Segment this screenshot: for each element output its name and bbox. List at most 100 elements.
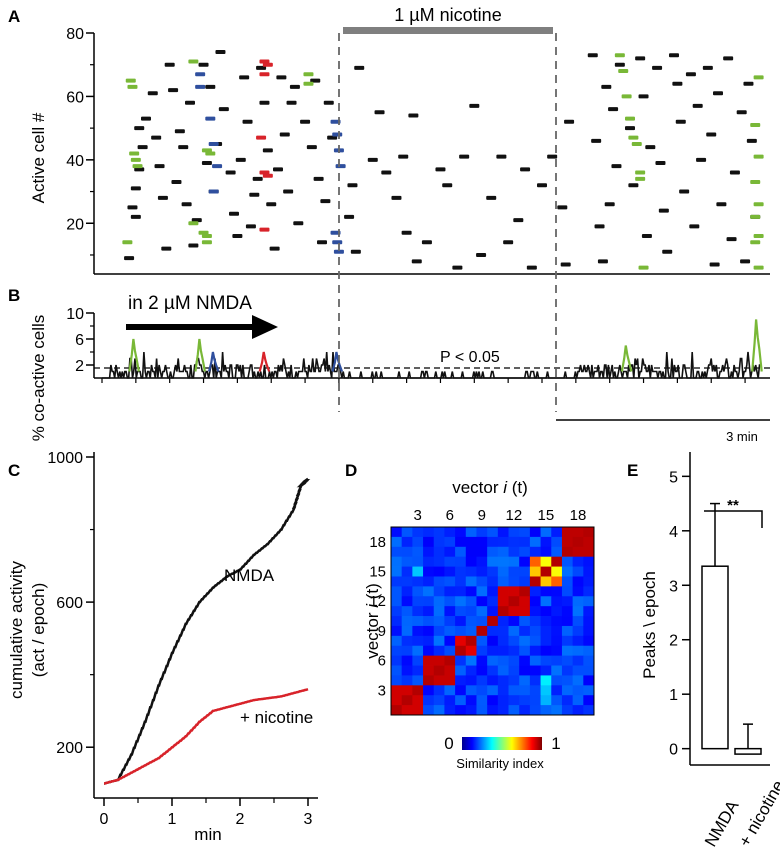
heatmap-cell: [401, 566, 413, 577]
heatmap-cell: [465, 606, 477, 617]
heatmap-cell: [423, 635, 435, 647]
heatmap-cell: [391, 527, 403, 538]
x-tick-label: 3: [414, 507, 422, 524]
heatmap-cell: [455, 616, 467, 627]
nmda-annotation: in 2 µM NMDA: [128, 293, 252, 314]
green-event: [638, 265, 649, 270]
heatmap-cell: [412, 546, 424, 558]
activity-event: [235, 157, 246, 162]
heatmap-cell: [540, 556, 552, 567]
heatmap-cell: [423, 665, 435, 676]
heatmap-cell: [529, 586, 541, 597]
heatmap-cell: [444, 576, 456, 587]
heatmap-cell: [412, 536, 424, 548]
activity-event: [154, 164, 165, 169]
heatmap-cell: [497, 606, 509, 617]
activity-event: [229, 211, 239, 216]
heatmap-cell: [487, 536, 499, 548]
heatmap-cell: [583, 576, 595, 587]
activity-event: [242, 119, 253, 124]
panel-c-xlabel: min: [194, 825, 221, 844]
heatmap-cell: [455, 536, 467, 548]
heatmap-cell: [401, 616, 413, 627]
heatmap-cell: [465, 705, 477, 716]
heatmap-cell: [561, 655, 574, 666]
heatmap-cell: [423, 527, 435, 538]
panel-e-letter: E: [627, 461, 638, 480]
activity-event: [310, 78, 321, 83]
heatmap-cell: [487, 645, 499, 657]
activity-event: [181, 202, 192, 207]
heatmap-cell: [583, 606, 595, 617]
heatmap-cell: [433, 556, 445, 567]
panel-b-ylabel: % co-active cells: [29, 315, 48, 442]
heatmap-cell: [583, 635, 595, 647]
heatmap-cell: [529, 566, 541, 577]
activity-event: [391, 195, 402, 200]
activity-event: [344, 214, 355, 219]
activity-event: [300, 119, 311, 124]
colorbar: [462, 737, 542, 750]
activity-event: [259, 100, 270, 105]
heatmap-cell: [444, 675, 456, 686]
heatmap-cell: [497, 665, 509, 676]
heatmap-cell: [551, 655, 563, 666]
blue-event: [330, 119, 341, 124]
heatmap-cell: [401, 596, 413, 607]
heatmap-cell: [497, 695, 509, 706]
heatmap-cell: [497, 576, 509, 587]
heatmap-cell: [487, 606, 499, 617]
activity-event: [130, 186, 141, 191]
activity-event: [245, 224, 256, 229]
heatmap-cell: [583, 705, 595, 716]
heatmap-cell: [433, 675, 445, 686]
heatmap-cell: [423, 685, 435, 696]
heatmap-cell: [444, 546, 456, 558]
colorbar-max: 1: [551, 734, 560, 753]
activity-event: [398, 154, 409, 159]
activity-event: [469, 103, 480, 108]
heatmap-cell: [487, 527, 499, 538]
nmda-series-label: NMDA: [224, 566, 275, 585]
heatmap-cell: [529, 635, 541, 647]
green-event: [625, 116, 635, 121]
activity-event: [672, 81, 683, 86]
heatmap-cell: [583, 695, 595, 706]
heatmap-cell: [433, 655, 445, 666]
heatmap-cell: [551, 616, 563, 627]
green-event: [753, 233, 764, 238]
green-event: [201, 148, 212, 153]
activity-event: [279, 132, 290, 137]
heatmap-cell: [529, 596, 541, 607]
activity-event: [286, 100, 297, 105]
heatmap-cell: [497, 655, 509, 666]
activity-event: [692, 103, 703, 108]
activity-event: [442, 183, 453, 188]
heatmap-cell: [529, 576, 541, 587]
heatmap-cell: [508, 566, 520, 577]
heatmap-cell: [519, 546, 531, 558]
heatmap-cell: [455, 665, 467, 676]
heatmap-cell: [572, 536, 584, 548]
activity-event: [320, 199, 331, 204]
heatmap-cell: [529, 695, 541, 706]
heatmap-cell: [476, 586, 488, 597]
heatmap-cell: [412, 695, 424, 706]
green-event: [129, 151, 140, 156]
activity-event: [736, 110, 747, 115]
heatmap-cell: [583, 586, 595, 597]
heatmap-cell: [561, 616, 574, 627]
blue-event: [205, 116, 216, 121]
activity-event: [597, 259, 608, 264]
green-event: [198, 230, 209, 235]
heatmap-cell: [508, 635, 520, 647]
heatmap-cell: [508, 665, 520, 676]
panel-d-heatmap: vector i (t) vector i (t) 3 3 6 6 9 9 12 12 15 15…: [363, 478, 595, 771]
green-event: [614, 53, 625, 58]
heatmap-cell: [423, 645, 435, 657]
activity-event: [486, 195, 497, 200]
heatmap-cell: [583, 616, 595, 627]
heatmap-cell: [572, 616, 584, 627]
green-event: [753, 154, 764, 159]
heatmap-cell: [529, 616, 541, 627]
